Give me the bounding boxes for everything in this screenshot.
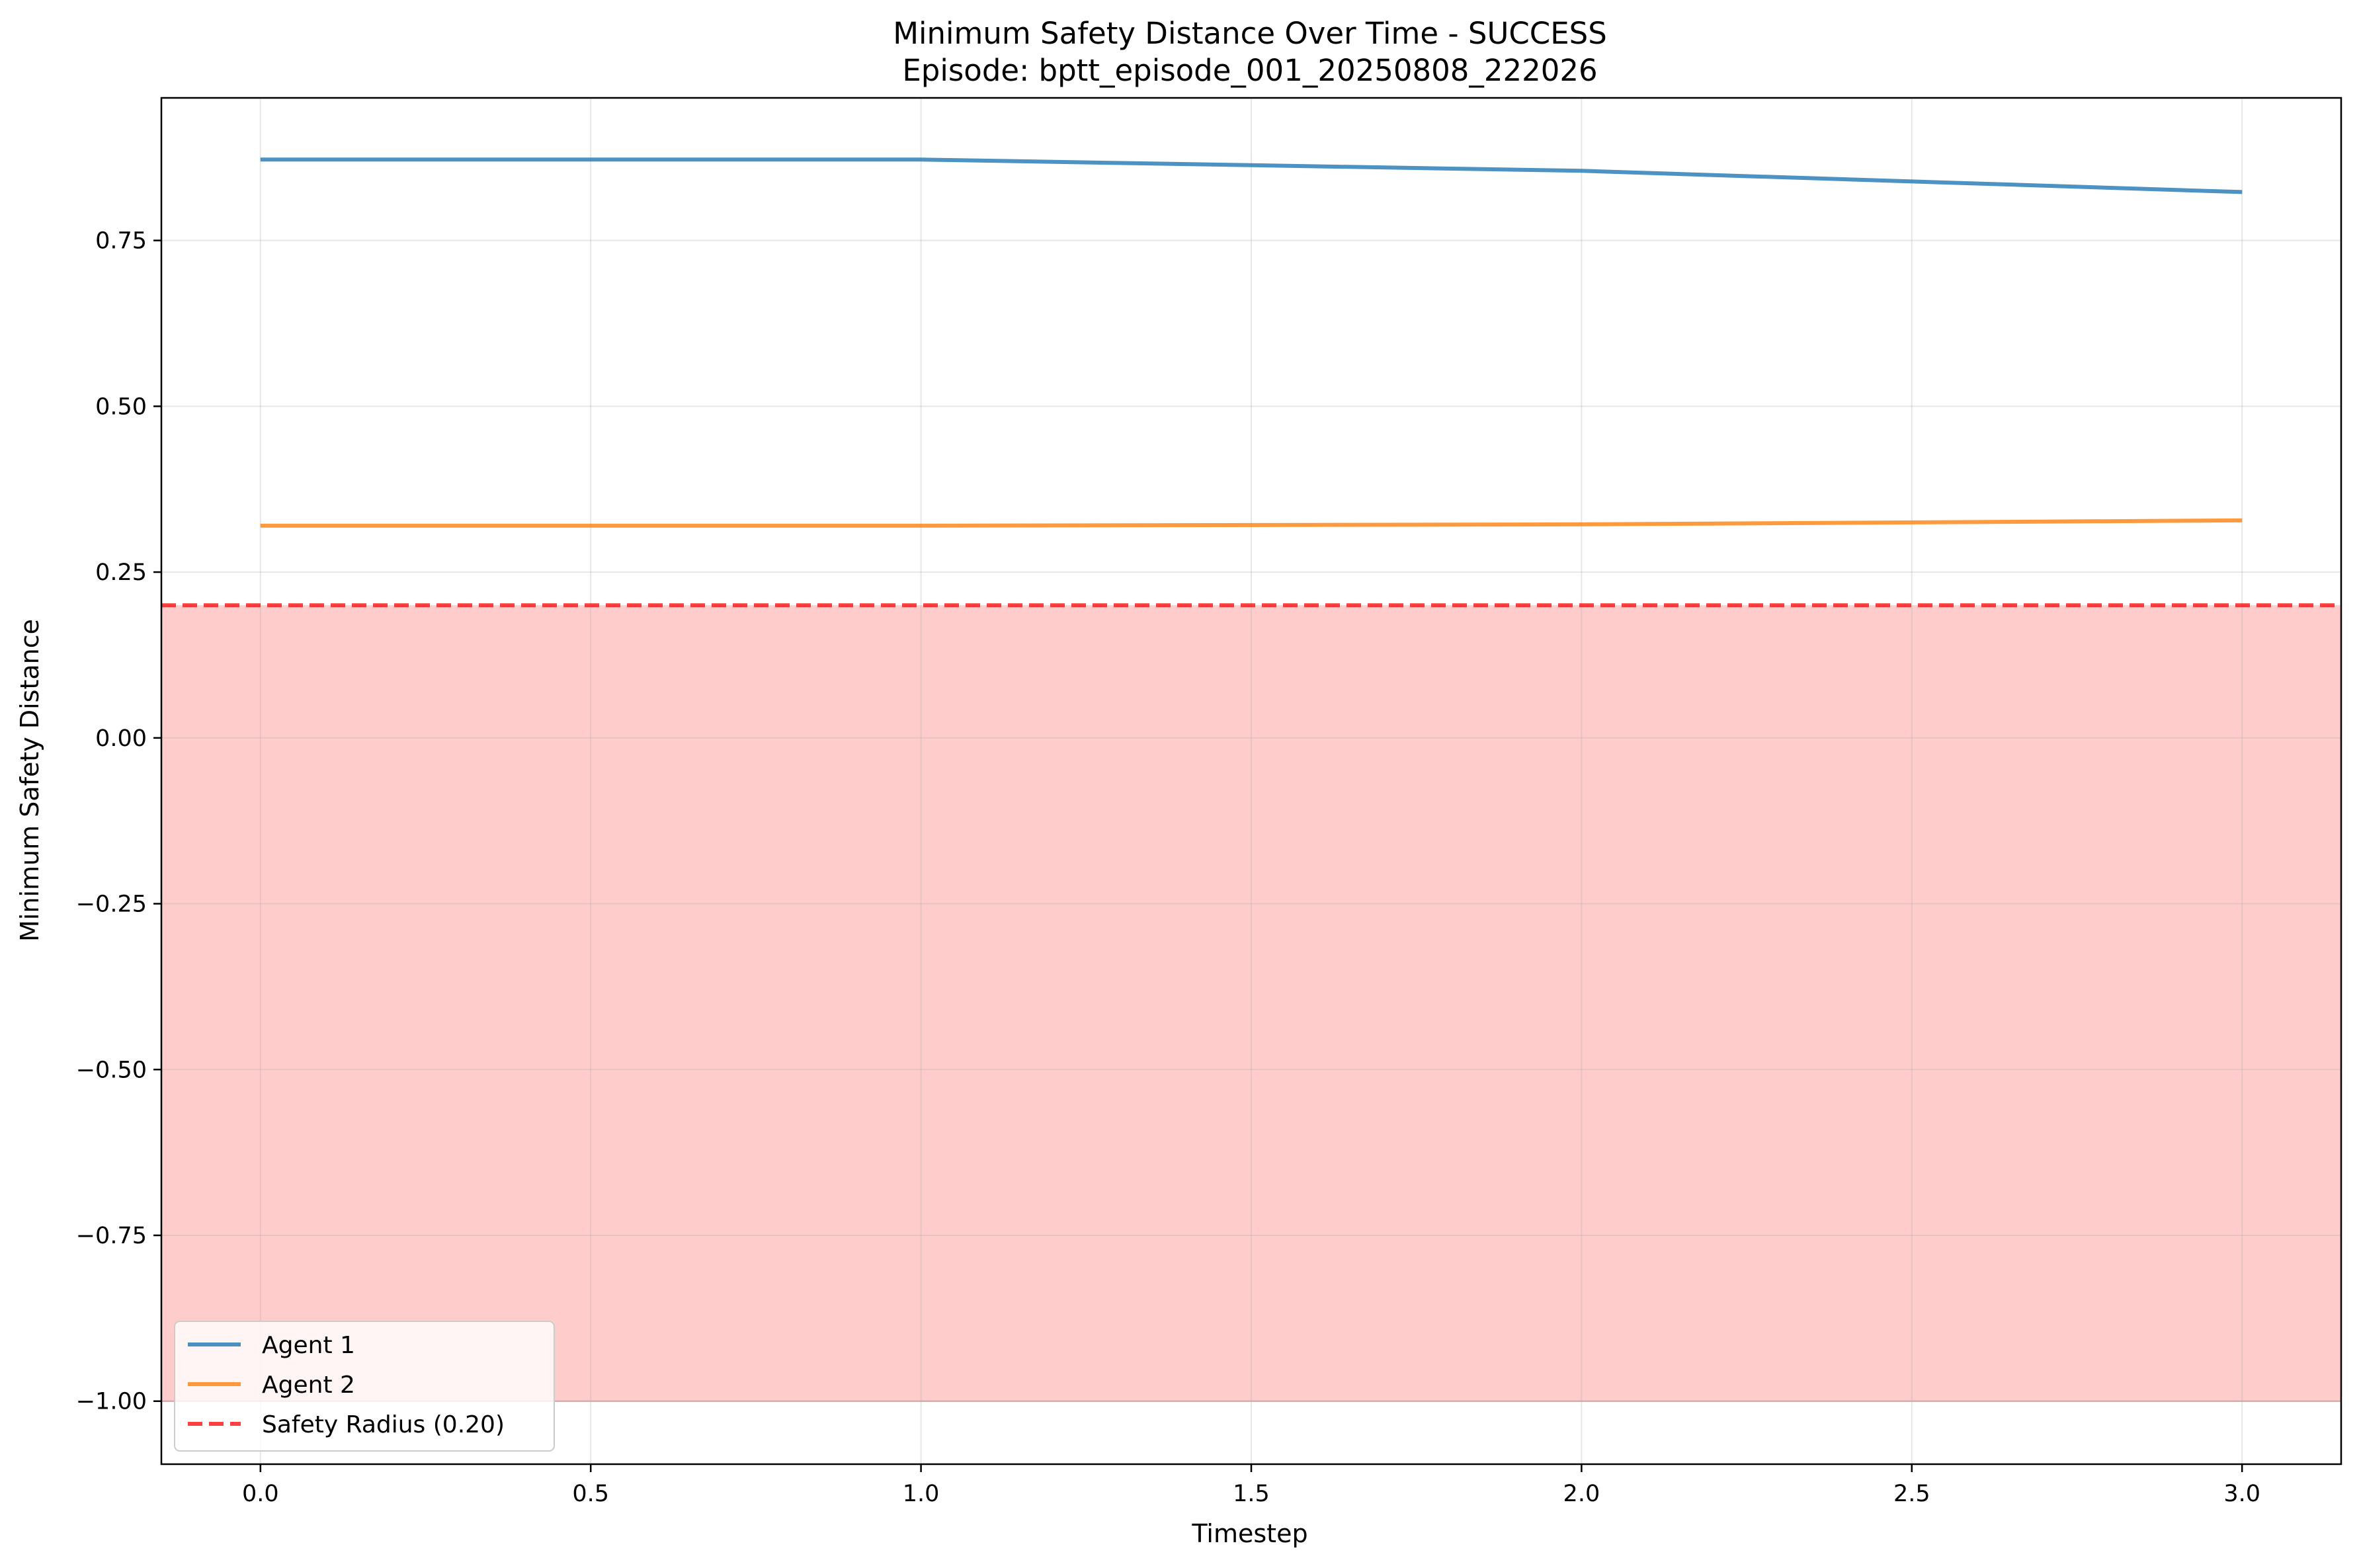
plot-background: [161, 98, 2341, 1464]
series-line-agent-2: [260, 518, 2243, 528]
grid: [161, 98, 2341, 1464]
legend-agent-2-label: Agent 2: [262, 1372, 355, 1399]
series-line-agent-1: [260, 157, 2243, 194]
y-tick-label-6: −0.75: [76, 1223, 147, 1249]
unsafe-region: [161, 605, 2341, 1401]
y-tick-label-2: 0.25: [95, 559, 147, 586]
chart-subtitle: Episode: bptt_episode_001_20250808_22202…: [902, 53, 1597, 88]
legend-agent-1-label: Agent 1: [262, 1332, 355, 1359]
y-tick-label-5: −0.50: [76, 1057, 147, 1083]
x-tick-label-5: 2.5: [1893, 1481, 1930, 1507]
x-tick-label-1: 0.5: [572, 1481, 609, 1507]
x-tick-label-4: 2.0: [1563, 1481, 1600, 1507]
y-tick-label-0: 0.75: [95, 228, 147, 255]
y-tick-label-7: −1.00: [76, 1389, 147, 1415]
x-axis-ticks: 0.0 0.5 1.0 1.5 2.0 2.5 3.0: [242, 1464, 2260, 1507]
y-axis-label: Minimum Safety Distance: [15, 619, 44, 942]
x-tick-label-3: 1.5: [1233, 1481, 1270, 1507]
x-tick-label-0: 0.0: [242, 1481, 279, 1507]
y-tick-label-3: 0.00: [95, 725, 147, 752]
y-tick-label-4: −0.25: [76, 891, 147, 918]
x-tick-label-6: 3.0: [2223, 1481, 2260, 1507]
x-axis-label: Timestep: [1191, 1519, 1307, 1548]
legend: Agent 1 Agent 2 Safety Radius (0.20): [174, 1321, 555, 1452]
plot-area: [160, 97, 2342, 1465]
legend-box: [174, 1321, 555, 1452]
legend-safety-radius-label: Safety Radius (0.20): [262, 1411, 505, 1438]
chart-title: Minimum Safety Distance Over Time - SUCC…: [893, 16, 1607, 51]
series-group: [260, 157, 2243, 528]
y-axis-ticks: 0.75 0.50 0.25 0.00 −0.25 −0.50 −0.75 −1.00: [76, 228, 161, 1415]
y-tick-label-1: 0.50: [95, 393, 147, 420]
x-tick-label-2: 1.0: [903, 1481, 940, 1507]
